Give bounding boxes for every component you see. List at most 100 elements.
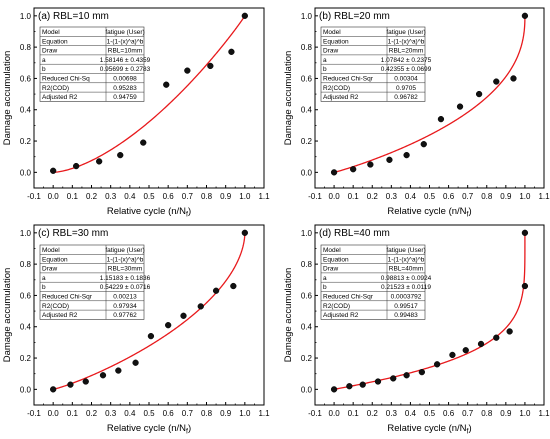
- table-cell-value: RBL=20mm: [389, 48, 424, 55]
- x-axis-label-close: ): [188, 206, 191, 217]
- x-tick-label: 0.9: [500, 409, 512, 418]
- x-tick-label: 0.2: [367, 192, 379, 201]
- x-tick-label: -0.1: [27, 192, 41, 201]
- x-tick-label: 0.3: [105, 192, 117, 201]
- data-point: [67, 381, 74, 388]
- y-tick-label: 0.0: [301, 168, 313, 177]
- y-tick-label: 0.8: [301, 260, 313, 269]
- data-point: [449, 351, 456, 359]
- data-point: [510, 75, 517, 82]
- x-tick-label: 0.7: [462, 409, 474, 418]
- y-axis-label: Damage accumulation: [283, 51, 294, 146]
- table-cell-value: RBL=30mm: [108, 266, 143, 273]
- data-point: [96, 158, 103, 165]
- x-tick-label: 0.8: [201, 192, 213, 201]
- data-point: [147, 332, 155, 340]
- y-tick-label: 0.2: [301, 354, 313, 363]
- y-axis-label: Damage accumulation: [283, 268, 294, 363]
- y-tick-label: 0.6: [301, 74, 313, 83]
- x-tick-label: 1.1: [258, 192, 270, 201]
- data-point: [115, 367, 122, 374]
- x-tick-label: 0.1: [348, 192, 360, 201]
- data-point: [228, 48, 235, 55]
- table-cell-key: Draw: [323, 266, 338, 273]
- table-cell-key: Model: [42, 247, 60, 254]
- table-cell-value: fatigue (User): [105, 247, 144, 254]
- data-point: [462, 347, 469, 354]
- table-cell-value: 1-(1-(x)^a)^b: [107, 38, 144, 45]
- x-tick-label: 0.4: [405, 409, 417, 418]
- y-tick-label: 0.2: [20, 137, 32, 146]
- fit-stats-table: Model fatigue (User) Equation 1-(1-(x)^a)^b…: [39, 244, 151, 320]
- data-point: [521, 229, 529, 236]
- table-cell-value: 0.95283: [113, 85, 137, 92]
- data-point: [207, 62, 214, 70]
- y-tick-label: 0.2: [301, 137, 313, 146]
- x-tick-label: 0.3: [105, 409, 117, 418]
- table-cell-value: 1.07842 ± 0.2375: [381, 57, 432, 64]
- data-point: [330, 169, 338, 176]
- y-tick-label: 0.4: [301, 323, 313, 332]
- table-cell-key: R2(COD): [323, 303, 350, 310]
- data-point: [521, 282, 529, 290]
- x-tick-label: 0.8: [481, 192, 493, 201]
- table-cell-key: Equation: [42, 256, 68, 263]
- panel-title: (b) RBL=20 mm: [319, 11, 390, 22]
- x-tick-label: -0.1: [308, 192, 322, 201]
- x-axis-label: Relative cycle (n/Nf): [387, 206, 471, 219]
- data-point: [82, 378, 89, 385]
- fit-curve: [53, 232, 246, 390]
- x-tick-label: 1.0: [239, 192, 251, 201]
- x-tick-label: 1.0: [519, 192, 531, 201]
- x-axis-label-main: Relative cycle (n/N: [107, 423, 186, 434]
- x-axis-label-sub: f: [186, 429, 188, 436]
- data-point: [418, 368, 426, 376]
- y-tick-label: 0.4: [20, 106, 32, 115]
- table-cell-key: Model: [323, 29, 341, 36]
- table-cell-key: a: [323, 57, 327, 64]
- x-axis-label-sub: f: [467, 429, 469, 436]
- y-axis-label: Damage accumulation: [2, 268, 13, 363]
- x-axis-label-close: ): [468, 206, 471, 217]
- x-tick-label: 0.5: [143, 409, 155, 418]
- y-tick-label: 1.0: [301, 12, 313, 21]
- data-point: [73, 162, 80, 170]
- fit-stats-table: Model fatigue (User) Equation 1-(1-(x)^a)^b…: [320, 244, 432, 320]
- table-cell-value: 0.00304: [394, 76, 418, 83]
- x-tick-label: 0.8: [201, 409, 213, 418]
- table-cell-value: 0.54229 ± 0.0716: [100, 284, 151, 291]
- table-cell-key: Model: [42, 29, 60, 36]
- x-axis-label-main: Relative cycle (n/N: [387, 206, 466, 217]
- x-tick-label: 0.7: [182, 192, 194, 201]
- x-tick-label: 0.4: [405, 192, 417, 201]
- data-point: [521, 12, 529, 19]
- data-point: [184, 67, 191, 74]
- data-point: [117, 151, 124, 159]
- data-point: [346, 383, 353, 390]
- table-cell-value: 0.00213: [113, 294, 137, 301]
- y-tick-label: 0.6: [301, 291, 313, 300]
- x-tick-label: 0.0: [48, 192, 60, 201]
- x-tick-label: 0.5: [424, 192, 436, 201]
- x-tick-label: 0.6: [163, 192, 175, 201]
- data-point: [163, 81, 170, 88]
- table-cell-key: Adjusted R2: [323, 312, 359, 319]
- data-point: [477, 340, 485, 348]
- table-cell-value: 0.96782: [394, 94, 418, 101]
- data-point: [197, 303, 204, 310]
- x-axis-label-sub: f: [186, 212, 188, 219]
- x-tick-label: 1.1: [538, 192, 550, 201]
- table-cell-key: Adjusted R2: [42, 312, 78, 319]
- data-point: [212, 287, 220, 294]
- table-cell-key: b: [42, 66, 46, 73]
- table-cell-value: 1-(1-(x)^a)^b: [388, 38, 425, 45]
- table-cell-value: 1.58146 ± 0.4359: [100, 57, 151, 64]
- table-cell-value: 0.42355 ± 0.0699: [381, 66, 432, 73]
- x-axis-label-close: ): [188, 423, 191, 434]
- table-cell-value: 0.9705: [396, 85, 416, 92]
- x-tick-label: 0.0: [329, 192, 341, 201]
- chart-panel-1: -0.1 0.0 0.1 0.2 0.3 0.4 0.5 0.6 0.7 0.8 0.9 1.0 1.1…: [2, 7, 270, 219]
- data-point: [403, 151, 410, 159]
- data-point: [420, 141, 427, 148]
- data-point: [437, 115, 445, 123]
